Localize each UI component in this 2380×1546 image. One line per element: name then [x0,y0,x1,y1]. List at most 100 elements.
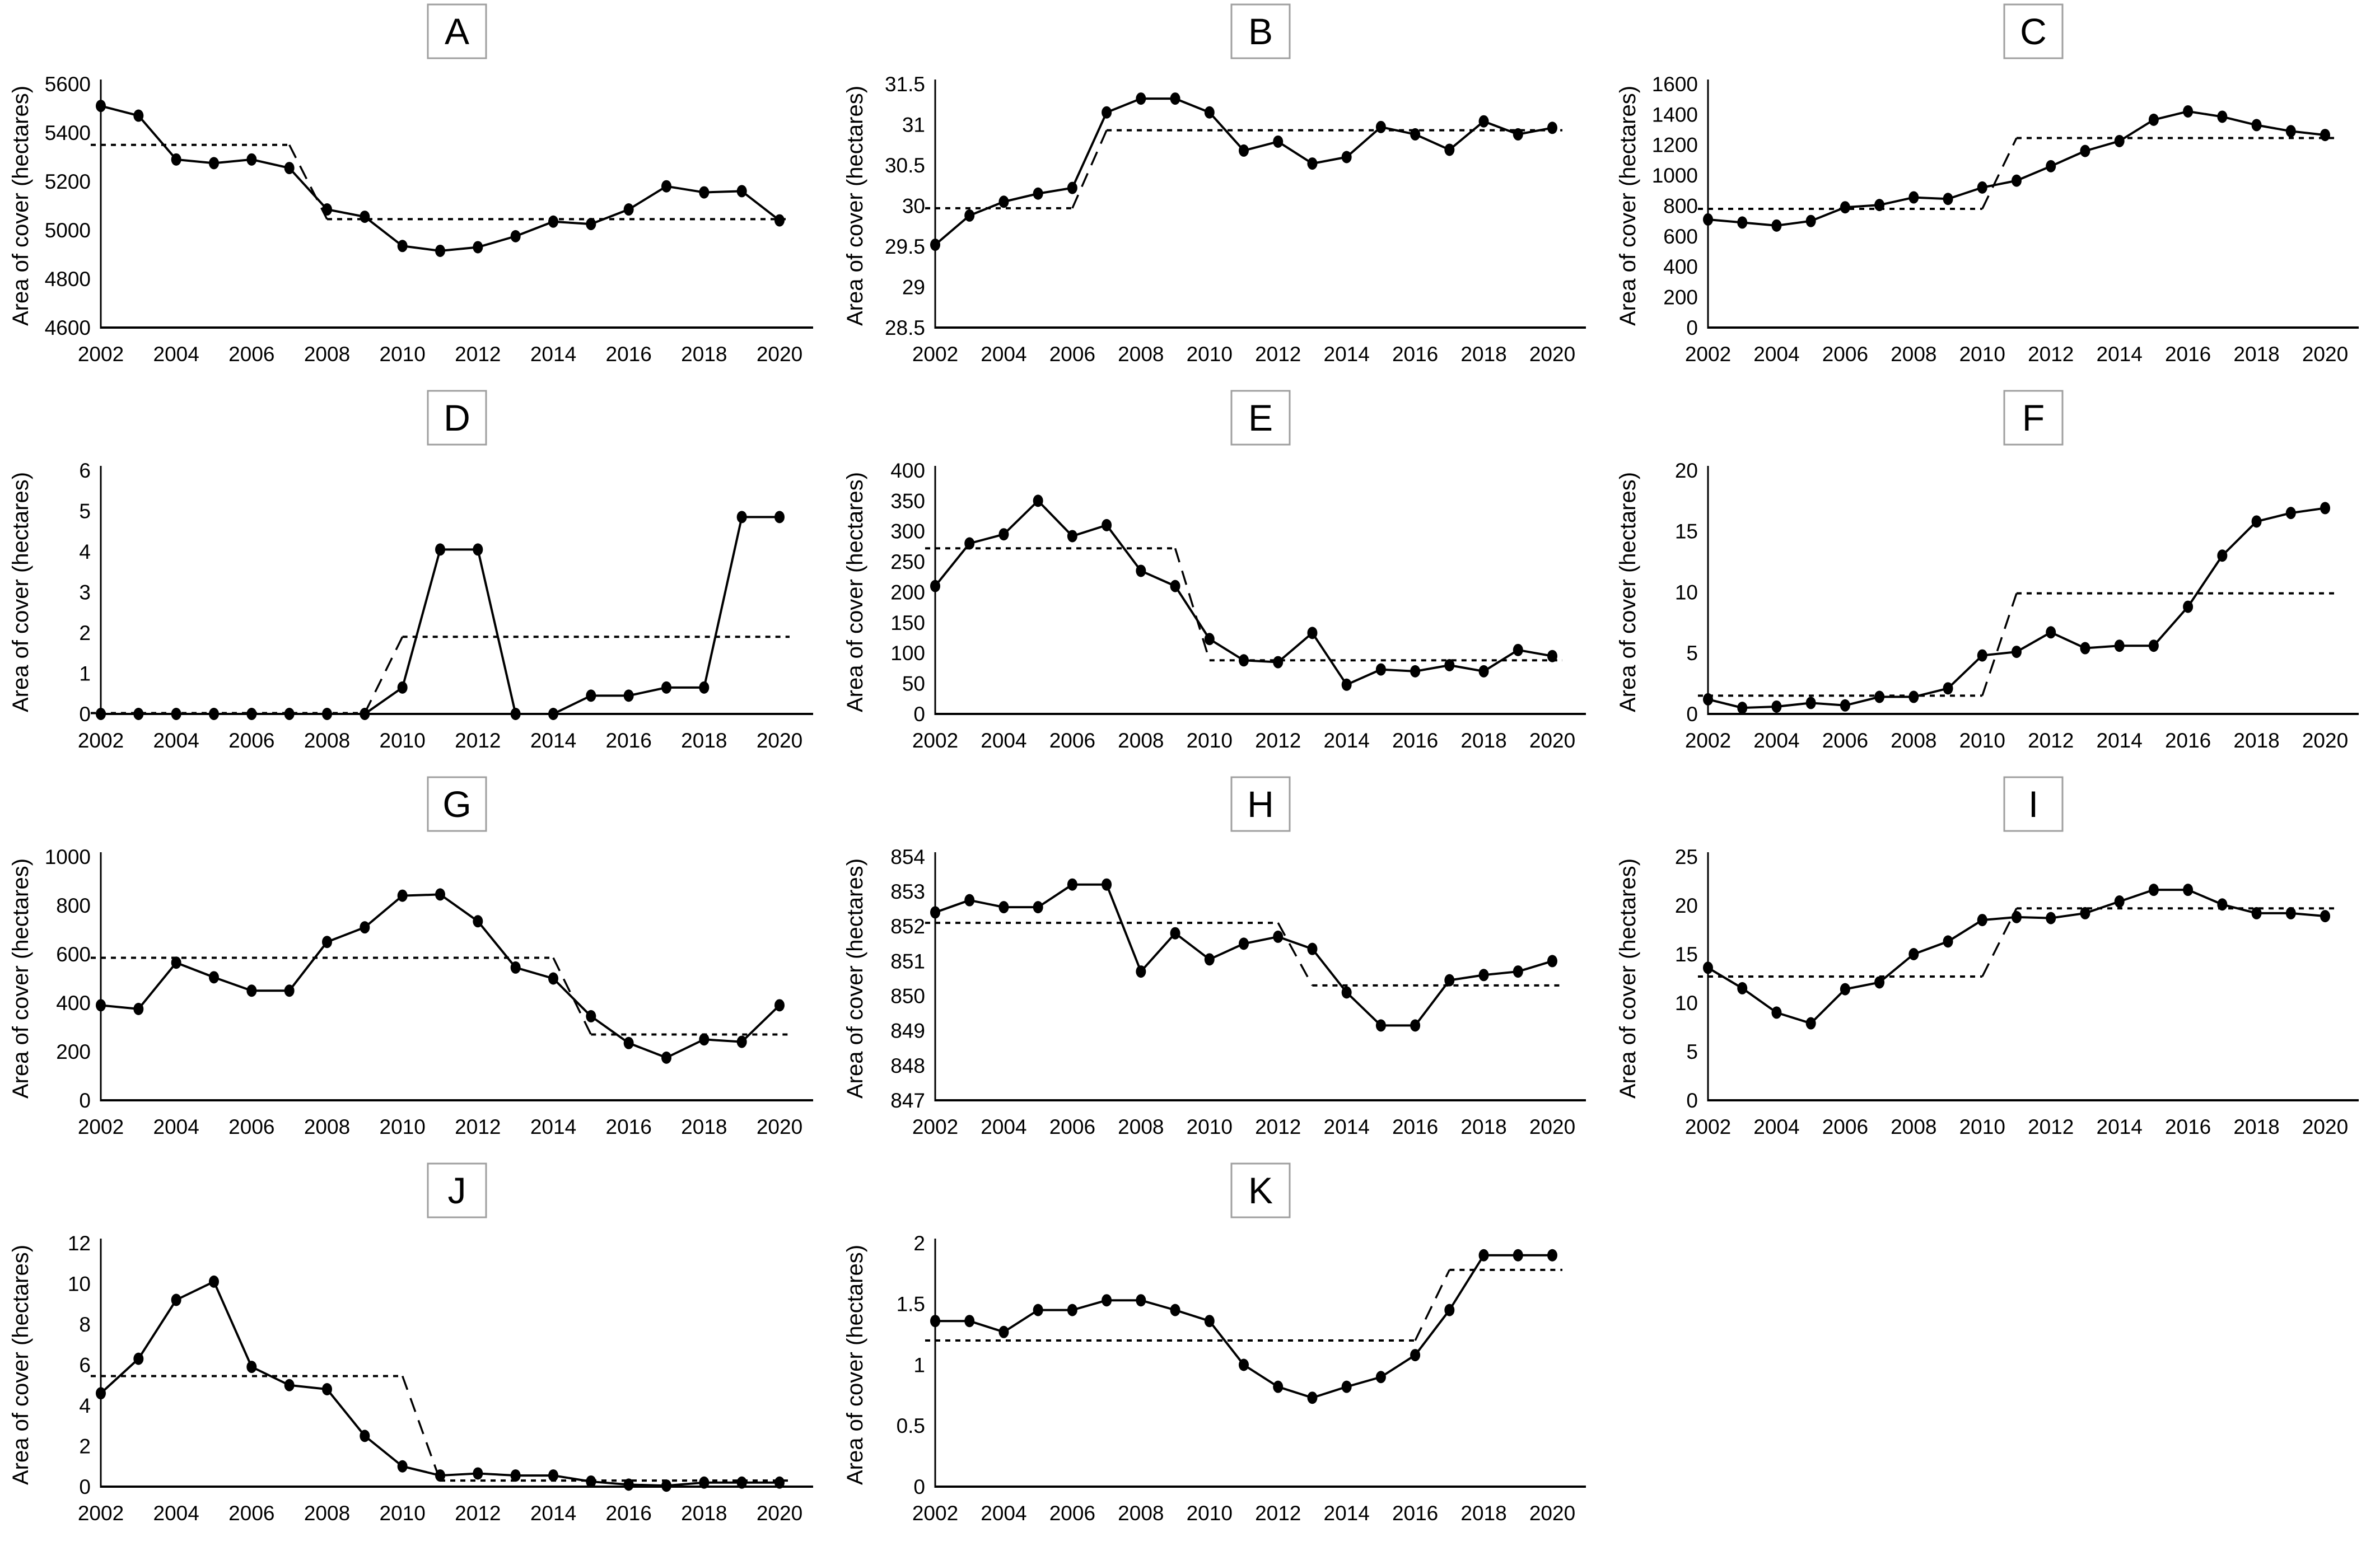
x-tick-label: 2010 [1187,1115,1233,1138]
data-point [1977,649,1987,662]
x-tick-label: 2008 [1891,729,1936,752]
x-tick-label: 2008 [1891,1115,1936,1138]
y-tick-label: 300 [890,520,925,543]
y-tick-label: 5 [1686,1040,1698,1063]
y-tick-label: 10 [68,1272,91,1295]
x-tick-label: 2014 [2097,1115,2143,1138]
panel-label-box [1230,776,1291,832]
data-point [623,1036,634,1049]
x-tick-label: 2002 [78,343,124,366]
data-point [1341,986,1352,999]
data-point [322,203,332,216]
data-point [2183,105,2194,118]
data-point [510,230,521,242]
x-tick-label: 2012 [455,343,501,366]
data-point [1874,199,1885,212]
data-point [246,1361,257,1374]
y-tick-labels: 0 50 100 150 200 250 300 350 400 [890,459,925,726]
x-tick-label: 2014 [1324,1115,1370,1138]
x-tick-label: 2012 [455,1502,501,1525]
data-point [736,185,747,198]
data-point [473,1467,483,1480]
data-point [1513,1249,1523,1262]
data-point [2320,502,2330,515]
y-tick-labels: 0 200 400 600 800 1000 1200 1400 1600 [1652,73,1698,339]
data-point [1410,1349,1421,1362]
data-line [100,105,781,252]
y-tick-labels: 847 848 849 850 851 852 853 854 [890,846,925,1112]
regime-shift-connector [1981,593,2018,696]
data-point [1239,654,1249,667]
data-points [96,1275,785,1492]
x-tick-labels: 2002 2004 2006 2008 2010 2012 2014 2016 2018 2020 [78,1115,802,1138]
data-point [1771,219,1782,232]
x-tick-label: 2012 [2028,343,2074,366]
panel-label: K [1248,1170,1273,1211]
y-tick-label: 8 [79,1313,91,1336]
x-tick-label: 2002 [1685,1115,1731,1138]
data-point [1341,678,1352,691]
data-point [1547,122,1557,134]
x-tick-label: 2008 [1891,343,1936,366]
data-point [930,906,940,919]
data-points [96,100,785,257]
x-tick-label: 2020 [757,729,802,752]
y-tick-label: 29.5 [885,235,925,258]
data-points [1703,502,2330,714]
regime-shift-connector [402,1375,441,1481]
panel-label-box [2003,390,2064,446]
data-point [1136,564,1146,577]
data-point [1102,1294,1112,1307]
x-tick-label: 2008 [304,1502,350,1525]
x-tick-label: 2016 [606,729,652,752]
x-tick-label: 2010 [380,343,426,366]
data-point [1239,144,1249,157]
panel-label: B [1248,11,1273,52]
panel-label-box [427,776,487,832]
x-tick-label: 2016 [606,1115,652,1138]
x-tick-label: 2014 [530,343,576,366]
data-point [2148,113,2159,126]
data-point [2285,507,2296,520]
data-points [1703,884,2330,1030]
data-point [1547,955,1557,968]
data-point [1273,1380,1284,1393]
data-point [397,240,408,253]
x-tick-label: 2004 [153,1502,199,1525]
y-tick-label: 849 [890,1020,925,1043]
data-points [930,494,1557,691]
x-tick-labels: 2002 2004 2006 2008 2010 2012 2014 2016 2018 2020 [912,1115,1575,1138]
x-tick-label: 2016 [2165,729,2211,752]
data-point [1703,961,1713,974]
data-point [1478,969,1489,982]
data-point [322,708,332,720]
data-point [1067,878,1077,891]
panel-label: D [444,397,470,438]
x-tick-label: 2016 [1392,1115,1438,1138]
data-point [699,1033,710,1046]
y-tick-label: 200 [56,1040,91,1063]
data-point [510,708,521,720]
x-tick-label: 2014 [1324,343,1370,366]
data-point [623,203,634,216]
data-point [1943,935,1953,948]
data-point [397,681,408,694]
x-tick-label: 2020 [1529,343,1575,366]
x-tick-label: 2012 [455,729,501,752]
y-tick-label: 853 [890,880,925,903]
data-point [1239,937,1249,950]
data-point [1444,659,1455,671]
y-axis-title: Area of cover (hectares) [8,86,33,326]
x-tick-label: 2014 [530,1502,576,1525]
data-point [209,708,219,720]
data-point [1170,580,1180,592]
y-tick-label: 1000 [45,846,91,868]
data-point [209,971,219,984]
data-point [2251,515,2262,528]
x-tick-label: 2008 [304,729,350,752]
data-point [930,580,940,592]
y-tick-label: 1 [79,662,91,685]
y-tick-label: 28.5 [885,316,925,339]
